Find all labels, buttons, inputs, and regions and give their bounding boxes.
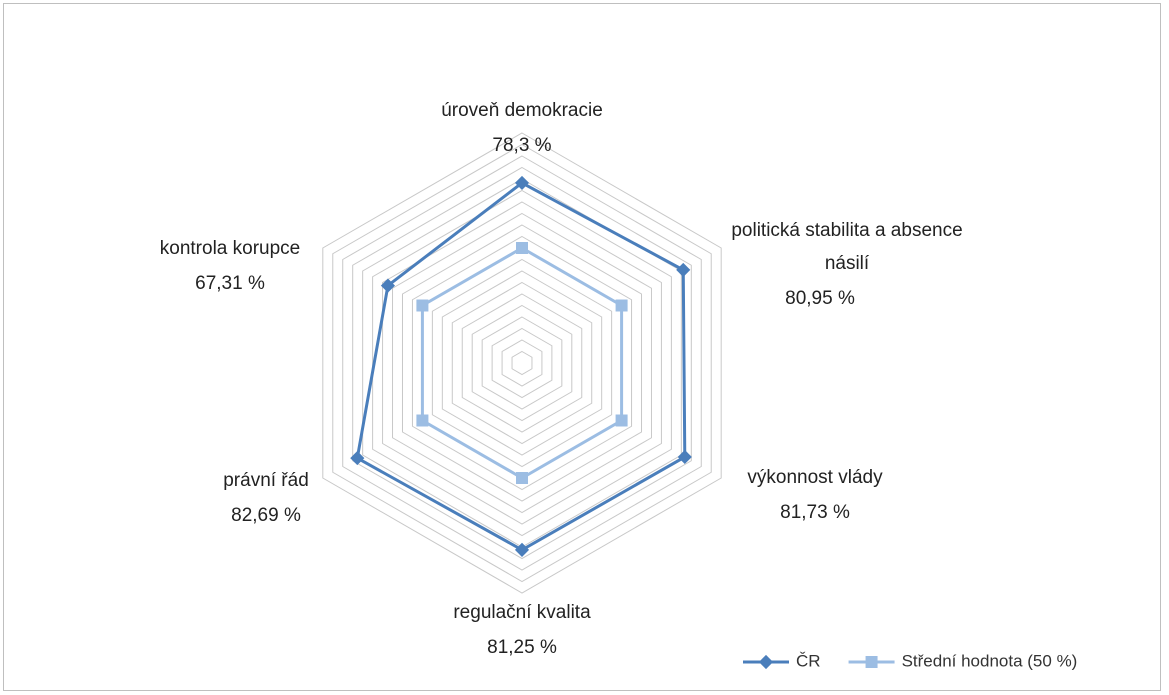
category-label: kontrola korupce (159, 238, 301, 259)
grid-ring (401, 224, 643, 502)
grid-ring (322, 132, 722, 594)
grid-ring (451, 281, 593, 445)
marker (516, 472, 528, 484)
grid-ring (511, 350, 533, 376)
grid-ring (392, 212, 652, 514)
category-label: úroveň demokracie (441, 100, 603, 121)
legend-label: ČR (796, 651, 821, 670)
category-label: výkonnost vlády (747, 467, 883, 488)
marker (516, 242, 528, 254)
data-label: 82,69 % (231, 505, 301, 526)
marker (676, 262, 691, 277)
marker (514, 542, 530, 557)
marker (350, 451, 365, 466)
marker (416, 299, 429, 312)
grid-ring (491, 327, 553, 399)
marker (514, 175, 530, 190)
data-label: 67,31 % (195, 273, 265, 294)
grid-ring (352, 166, 692, 560)
marker (416, 414, 429, 427)
legend-item: ČR (743, 651, 821, 670)
category-label: právní řád (223, 470, 309, 491)
marker (615, 414, 628, 427)
legend-marker (758, 654, 774, 670)
legend-marker (865, 656, 878, 668)
legend-label: Střední hodnota (50 %) (902, 651, 1078, 670)
grid-ring (372, 189, 672, 537)
grid-ring (501, 339, 543, 387)
data-label: 81,25 % (487, 637, 557, 658)
category-label: regulační kvalita (453, 602, 591, 623)
grid-ring (342, 155, 702, 571)
marker (677, 449, 692, 465)
grid-ring (431, 258, 613, 468)
category-label: politická stabilita a absence násilí (731, 220, 963, 274)
marker (380, 278, 395, 293)
grid-ring (411, 235, 633, 491)
grid-ring (441, 270, 603, 456)
grid-ring (471, 304, 573, 422)
data-label: 80,95 % (785, 288, 855, 309)
grid-ring (481, 316, 563, 410)
grid-ring (332, 143, 712, 583)
data-label: 81,73 % (780, 502, 850, 523)
grid-ring (461, 293, 583, 433)
grid-ring (382, 201, 662, 525)
legend-item: Střední hodnota (50 %) (848, 651, 1078, 670)
marker (615, 299, 628, 312)
data-label: 78,3 % (492, 135, 552, 156)
